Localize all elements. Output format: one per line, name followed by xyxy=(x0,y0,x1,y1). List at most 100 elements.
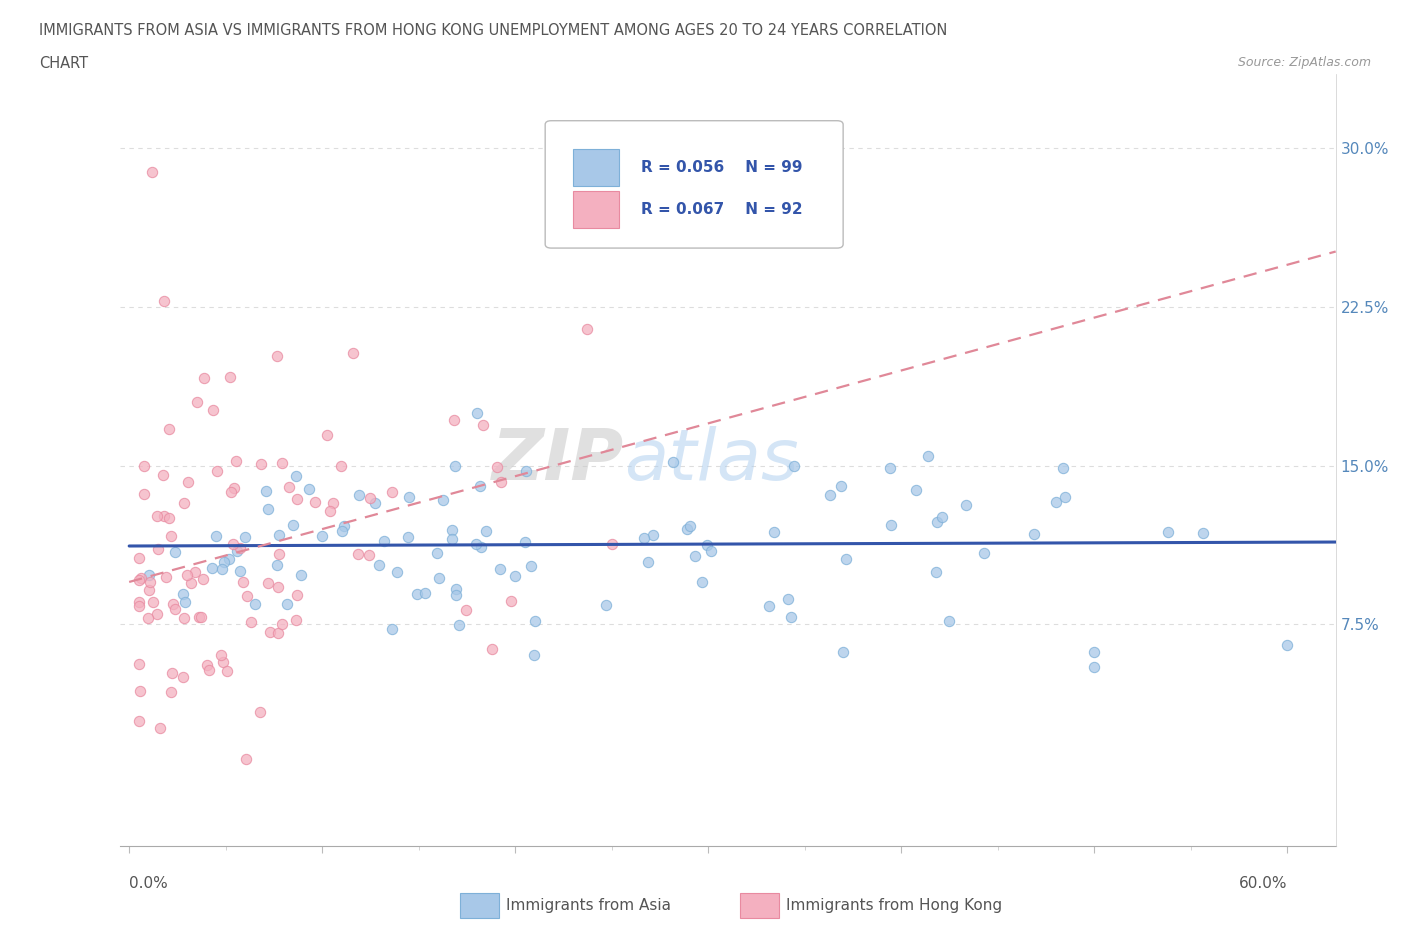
Point xyxy=(212,555,235,570)
Text: atlas: atlas xyxy=(624,426,799,495)
Point xyxy=(464,537,486,551)
Point xyxy=(285,491,308,506)
FancyBboxPatch shape xyxy=(546,121,844,248)
Point xyxy=(444,588,467,603)
FancyBboxPatch shape xyxy=(460,894,499,918)
Point xyxy=(138,575,160,590)
Text: R = 0.067    N = 92: R = 0.067 N = 92 xyxy=(641,202,803,217)
Point xyxy=(128,657,150,671)
Point xyxy=(172,670,194,684)
Point xyxy=(444,581,467,596)
Point xyxy=(367,558,389,573)
Point xyxy=(662,455,685,470)
Point xyxy=(637,555,659,570)
Point xyxy=(267,547,290,562)
Point xyxy=(270,617,292,631)
Point xyxy=(311,528,333,543)
Text: Immigrants from Hong Kong: Immigrants from Hong Kong xyxy=(786,898,1002,913)
Point xyxy=(224,480,246,495)
Point xyxy=(201,403,224,418)
Point xyxy=(163,602,186,617)
Point xyxy=(128,594,150,609)
Point xyxy=(162,596,184,611)
Point xyxy=(219,370,242,385)
Point xyxy=(503,569,526,584)
Point xyxy=(475,523,498,538)
Text: CHART: CHART xyxy=(39,56,89,71)
Point xyxy=(200,561,222,576)
Point xyxy=(174,595,197,610)
Point xyxy=(267,528,290,543)
Point xyxy=(917,449,939,464)
Text: R = 0.056    N = 99: R = 0.056 N = 99 xyxy=(641,160,803,175)
Point xyxy=(1045,495,1067,510)
Point xyxy=(830,478,852,493)
Point xyxy=(267,579,290,594)
Point xyxy=(643,527,665,542)
Point xyxy=(278,480,301,495)
Point xyxy=(205,464,228,479)
Point xyxy=(879,461,901,476)
Point xyxy=(429,571,451,586)
Point xyxy=(818,487,841,502)
Point xyxy=(322,496,344,511)
Point xyxy=(276,596,298,611)
Point xyxy=(128,684,150,698)
Point xyxy=(177,474,200,489)
Point xyxy=(145,606,167,621)
Point xyxy=(146,509,169,524)
Point xyxy=(931,510,953,525)
Point xyxy=(1054,490,1077,505)
Point xyxy=(304,494,326,509)
Point xyxy=(136,611,159,626)
Point xyxy=(1022,526,1045,541)
Point xyxy=(924,565,946,579)
Point xyxy=(330,458,353,473)
Point xyxy=(1052,460,1074,475)
Point xyxy=(290,567,312,582)
Point xyxy=(211,562,233,577)
Point xyxy=(257,502,280,517)
Point xyxy=(149,721,172,736)
Text: ZIP: ZIP xyxy=(492,426,624,495)
FancyBboxPatch shape xyxy=(740,894,779,918)
Point xyxy=(298,482,321,497)
Point xyxy=(153,293,176,308)
Point xyxy=(266,349,288,364)
Point xyxy=(1277,638,1299,653)
Point xyxy=(190,610,212,625)
Point xyxy=(441,523,464,538)
Point xyxy=(432,493,454,508)
Point xyxy=(146,542,169,557)
Point xyxy=(406,587,429,602)
Text: 0.0%: 0.0% xyxy=(129,876,167,891)
Point xyxy=(413,585,436,600)
Point xyxy=(783,458,806,473)
Point xyxy=(173,611,195,626)
Point xyxy=(1157,525,1180,539)
Point xyxy=(700,543,723,558)
Point xyxy=(245,596,267,611)
Point xyxy=(198,662,221,677)
Point xyxy=(515,463,537,478)
Point xyxy=(779,609,801,624)
Point xyxy=(129,570,152,585)
Text: IMMIGRANTS FROM ASIA VS IMMIGRANTS FROM HONG KONG UNEMPLOYMENT AMONG AGES 20 TO : IMMIGRANTS FROM ASIA VS IMMIGRANTS FROM … xyxy=(39,23,948,38)
Point xyxy=(973,545,995,560)
Point xyxy=(226,544,249,559)
Point xyxy=(347,488,370,503)
Point xyxy=(347,547,370,562)
Point xyxy=(239,614,262,629)
Text: 60.0%: 60.0% xyxy=(1239,876,1288,891)
Point xyxy=(152,468,174,483)
Point xyxy=(316,428,339,443)
Point xyxy=(159,684,181,699)
Point xyxy=(232,575,254,590)
Point xyxy=(249,457,271,472)
Point xyxy=(758,598,780,613)
Point xyxy=(1372,606,1395,621)
Point xyxy=(162,665,184,680)
Point xyxy=(471,418,494,432)
Point xyxy=(489,475,512,490)
Point xyxy=(454,603,477,618)
